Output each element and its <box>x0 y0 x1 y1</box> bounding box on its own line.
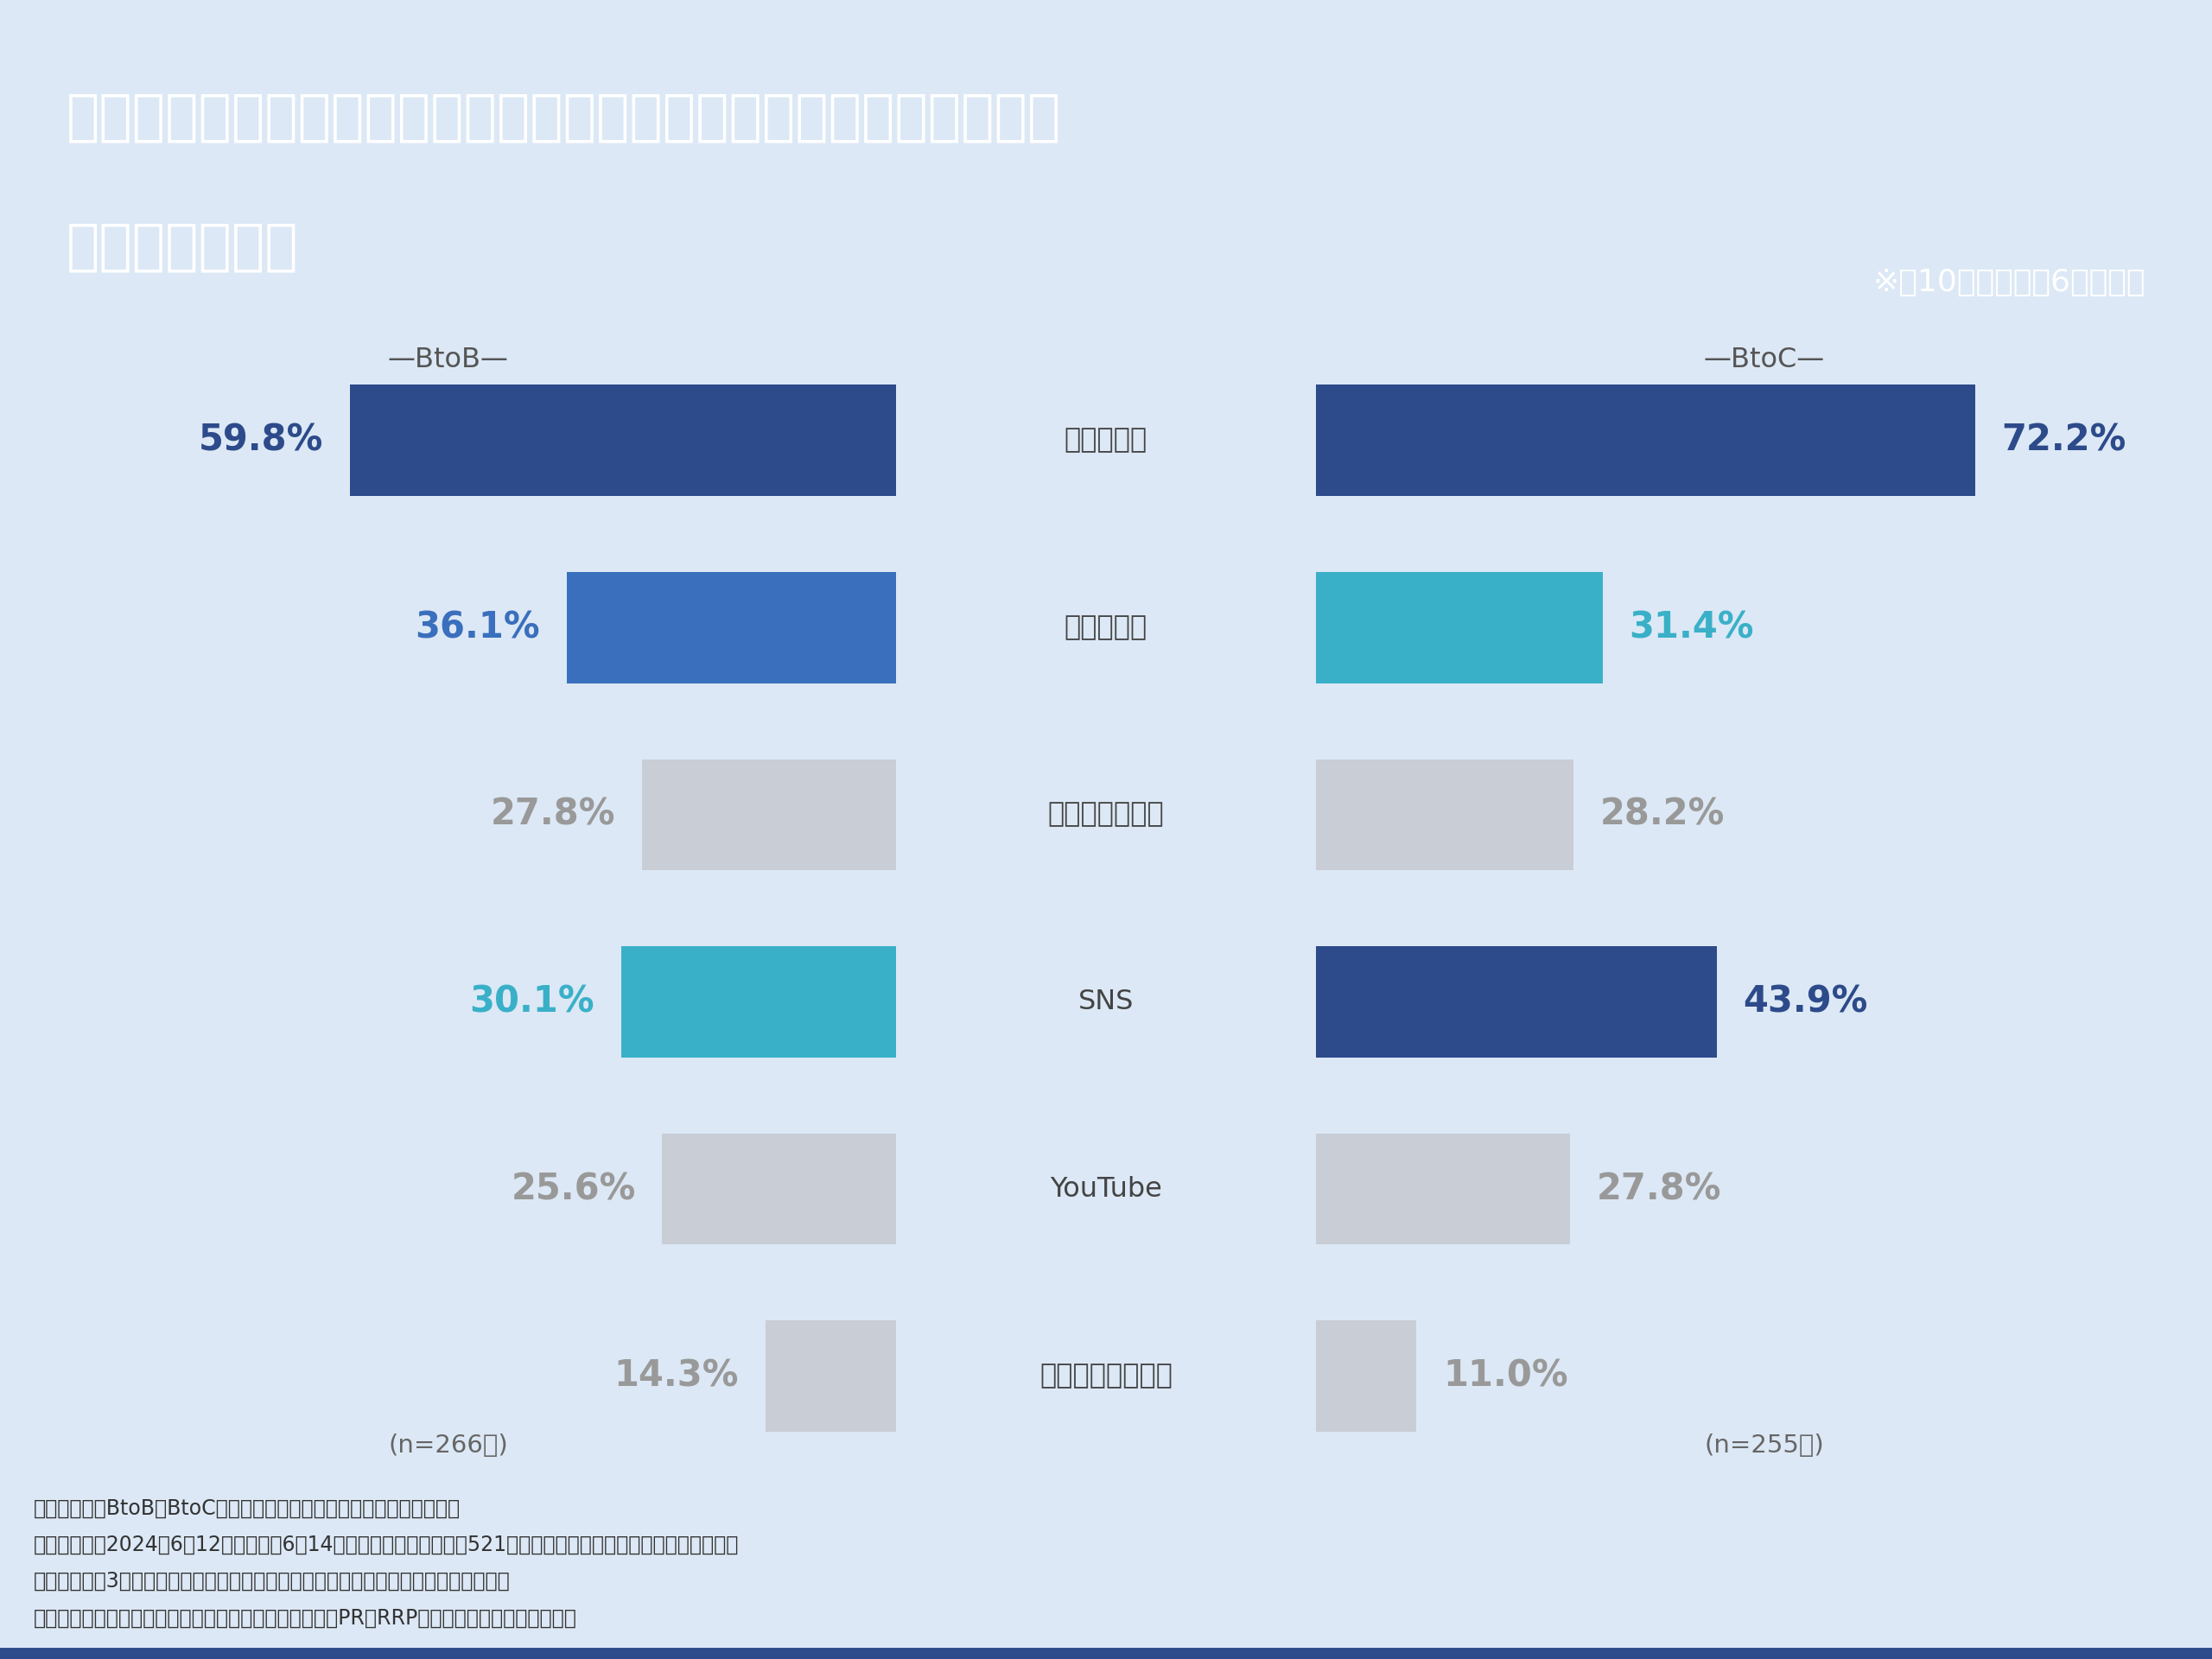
Text: 14.3%: 14.3% <box>615 1359 739 1394</box>
Bar <box>1316 1321 1416 1432</box>
Bar <box>1316 760 1573 871</box>
Text: ・調査方法：リンクアンドパートナーズが提供する調査PR「RRP」によるインターネット調査: ・調査方法：リンクアンドパートナーズが提供する調査PR「RRP」によるインターネ… <box>33 1608 577 1629</box>
Text: プレスリリース: プレスリリース <box>1048 801 1164 828</box>
Bar <box>1316 385 1975 496</box>
Text: —BtoB—: —BtoB— <box>387 347 509 373</box>
Bar <box>566 572 896 684</box>
Text: YouTube: YouTube <box>1051 1176 1161 1203</box>
Text: 36.1%: 36.1% <box>416 609 540 645</box>
Bar <box>641 760 896 871</box>
Text: ・調査期間：2024年6月12日（水）～6月14日（金）　・調査人数：521人　・モニター提供元：ゼネラルリサーチ: ・調査期間：2024年6月12日（水）～6月14日（金） ・調査人数：521人 … <box>33 1535 739 1556</box>
Text: 28.2%: 28.2% <box>1599 796 1725 833</box>
Text: 27.8%: 27.8% <box>491 796 615 833</box>
Text: 43.9%: 43.9% <box>1743 984 1867 1020</box>
Text: 30.1%: 30.1% <box>469 984 595 1020</box>
Text: SNS: SNS <box>1077 989 1135 1015</box>
Text: 59.8%: 59.8% <box>199 423 323 458</box>
Text: 11.0%: 11.0% <box>1442 1359 1568 1394</box>
Bar <box>765 1321 896 1432</box>
Bar <box>1316 572 1604 684</box>
Text: 72.2%: 72.2% <box>2002 423 2126 458</box>
Text: —BtoC—: —BtoC— <box>1703 347 1825 373</box>
Text: 25.6%: 25.6% <box>511 1171 635 1208</box>
Text: 31.4%: 31.4% <box>1630 609 1754 645</box>
Text: （複数回答可）: （複数回答可） <box>66 221 299 274</box>
Text: (n=266人): (n=266人) <box>387 1433 509 1458</box>
Text: (n=255人): (n=255人) <box>1703 1433 1825 1458</box>
Text: ・調査対象：3年以上コンテンツマーケティングを実施しているマーケティング担当者: ・調査対象：3年以上コンテンツマーケティングを実施しているマーケティング担当者 <box>33 1571 511 1593</box>
Text: 《調査概要：BtoB／BtoC企業コンテンツマーケティングに関する調査: 《調査概要：BtoB／BtoC企業コンテンツマーケティングに関する調査 <box>33 1498 460 1520</box>
Bar <box>1316 946 1717 1057</box>
Text: ※全10項目中上位6項目抜粋: ※全10項目中上位6項目抜粋 <box>1874 269 2146 297</box>
Bar <box>1316 1133 1571 1244</box>
Text: ホワイトペーパー: ホワイトペーパー <box>1040 1362 1172 1390</box>
Bar <box>349 385 896 496</box>
Text: 27.8%: 27.8% <box>1597 1171 1721 1208</box>
Text: コンテンツマーケティングに使用しているチャネルはどれですか？: コンテンツマーケティングに使用しているチャネルはどれですか？ <box>66 91 1062 144</box>
Bar <box>622 946 896 1057</box>
Text: 自社ブログ: 自社ブログ <box>1064 614 1148 640</box>
Text: 自社サイト: 自社サイト <box>1064 426 1148 455</box>
Bar <box>661 1133 896 1244</box>
